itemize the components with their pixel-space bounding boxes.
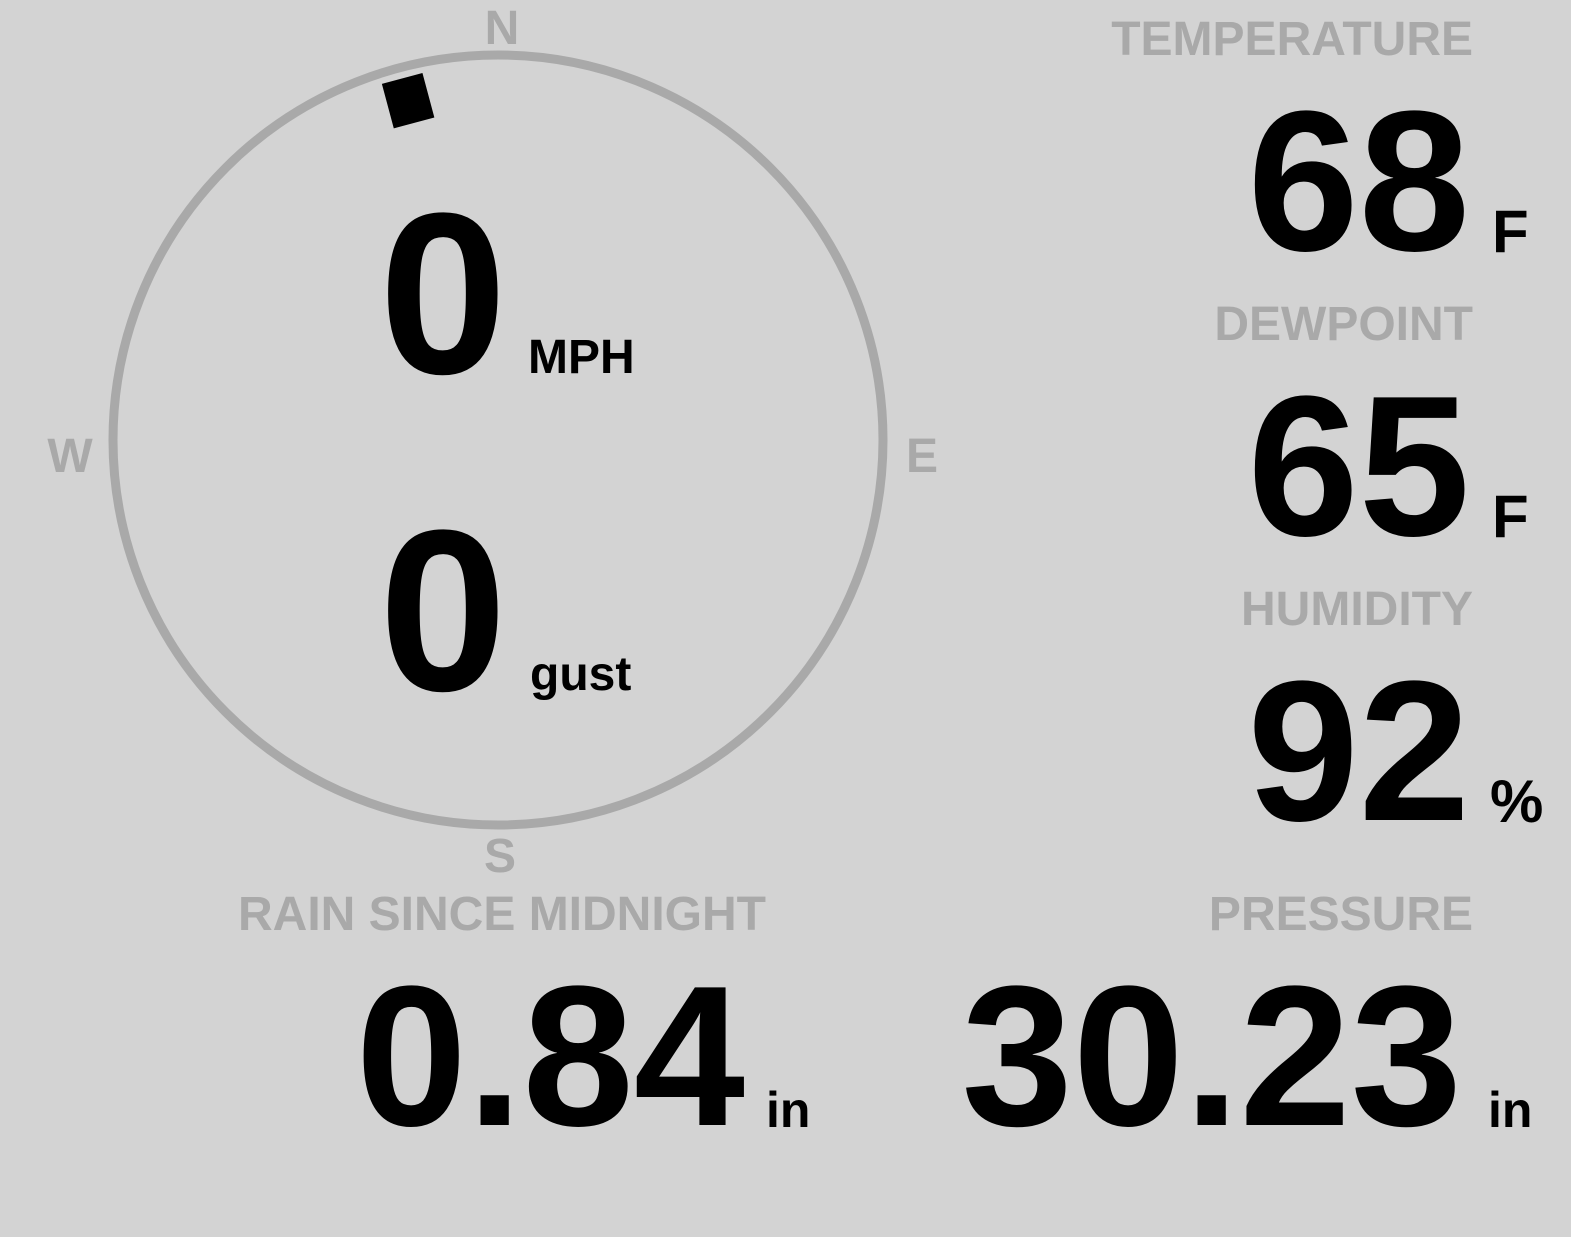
wind-direction-indicator [381,73,435,129]
wind-speed-unit: MPH [528,331,635,384]
dewpoint-unit: F [1492,483,1529,550]
rain-unit: in [766,1082,810,1138]
temperature-value: 68 [1248,70,1470,293]
compass-north: N [485,2,520,55]
humidity-label: HUMIDITY [1241,583,1473,636]
rain-readout: RAIN SINCE MIDNIGHT 0.84 in [238,888,810,1168]
pressure-value: 30.23 [962,945,1463,1168]
compass-east: E [906,430,938,483]
wind-gust-unit: gust [530,648,631,701]
pressure-readout: PRESSURE 30.23 in [962,888,1533,1168]
rain-label: RAIN SINCE MIDNIGHT [238,888,766,941]
dewpoint-label: DEWPOINT [1214,298,1473,351]
compass-south: S [484,830,516,883]
temperature-label: TEMPERATURE [1111,13,1473,66]
compass-dial [108,50,888,830]
temperature-unit: F [1492,198,1529,265]
dewpoint-value: 65 [1248,355,1470,578]
humidity-unit: % [1490,768,1543,835]
humidity-readout: HUMIDITY 92 % [1241,583,1543,863]
humidity-value: 92 [1248,640,1470,863]
compass-west: W [47,430,93,483]
wind-compass: N E S W 0 MPH 0 gust [47,2,938,883]
pressure-label: PRESSURE [1209,888,1473,941]
dewpoint-readout: DEWPOINT 65 F [1214,298,1528,578]
temperature-readout: TEMPERATURE 68 F [1111,13,1528,293]
wind-speed-value: 0 [379,165,507,422]
wind-gust-value: 0 [379,482,507,739]
rain-value: 0.84 [356,945,745,1168]
pressure-unit: in [1488,1082,1532,1138]
